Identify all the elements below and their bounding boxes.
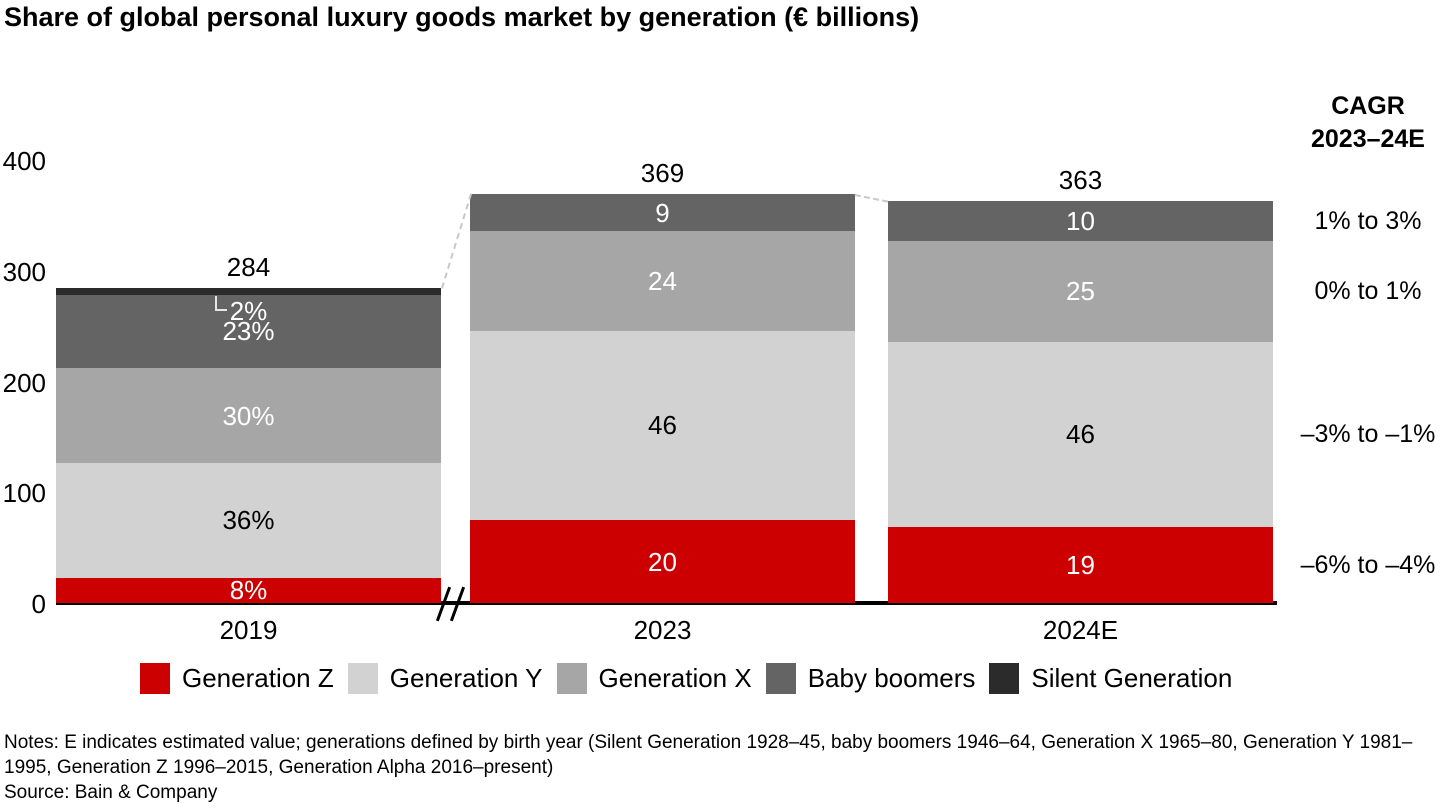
cagr-value-generation-z: –6% to –4% — [1300, 550, 1436, 579]
bar-total-2019: 284 — [226, 252, 271, 283]
segment-label-2023-generation-y: 46 — [648, 410, 677, 441]
segment-label-2024E-generation-y: 46 — [1066, 419, 1095, 450]
bar-top-connector — [854, 194, 888, 203]
footnotes: Notes: E indicates estimated value; gene… — [4, 730, 1434, 805]
y-axis-tick-200: 200 — [2, 367, 46, 398]
bar-total-2024E: 363 — [1058, 164, 1103, 195]
legend-swatch-generation-y — [347, 663, 378, 694]
legend-label-generation-y: Generation Y — [389, 663, 543, 693]
segment-label-2019-generation-y: 36% — [222, 505, 275, 536]
legend-label-baby-boomers: Baby boomers — [807, 663, 976, 693]
bar-segment-2019-generation-z — [56, 577, 441, 603]
segment-label-2023-generation-z: 20 — [648, 546, 677, 577]
legend-label-silent-generation: Silent Generation — [1031, 663, 1233, 693]
segment-label-2023-generation-x: 24 — [648, 266, 677, 297]
bar-segment-2019-silent-generation — [56, 288, 441, 295]
legend-item-generation-z: Generation Z — [140, 663, 334, 694]
legend-swatch-generation-z — [140, 663, 170, 694]
callout-elbow-2019-silent-generation — [214, 295, 227, 311]
cagr-header-line1: CAGR — [1331, 92, 1405, 120]
cagr-header: CAGR 2023–24E — [1280, 90, 1440, 156]
y-axis-tick-0: 0 — [31, 589, 46, 619]
segment-label-2023-baby-boomers: 9 — [655, 197, 670, 228]
notes-text: Notes: E indicates estimated value; gene… — [4, 732, 1413, 778]
legend-swatch-silent-generation — [989, 663, 1020, 694]
bar-segment-2023-generation-z — [470, 520, 855, 603]
bar-segment-2024E-generation-z — [888, 526, 1273, 603]
x-axis-label-2019: 2019 — [219, 615, 278, 645]
bar-segment-2019-generation-x — [56, 367, 441, 464]
bar-top-connector — [441, 194, 472, 290]
bar-segment-2019-baby-boomers — [56, 294, 441, 368]
bar-segment-2023-generation-y — [470, 330, 855, 521]
legend-item-generation-x: Generation X — [556, 663, 752, 694]
bar-segment-2023-generation-x — [470, 231, 855, 331]
y-axis-tick-100: 100 — [2, 478, 46, 509]
legend-item-baby-boomers: Baby boomers — [765, 663, 976, 694]
x-axis-label-2023: 2023 — [633, 615, 692, 645]
chart-title: Share of global personal luxury goods ma… — [4, 2, 920, 32]
legend-swatch-baby-boomers — [765, 663, 796, 694]
y-axis-tick-400: 400 — [2, 146, 46, 176]
source-text: Source: Bain & Company — [4, 782, 218, 803]
segment-label-2024E-generation-x: 25 — [1066, 276, 1095, 307]
segment-label-2024E-baby-boomers: 10 — [1066, 206, 1095, 237]
segment-label-2019-baby-boomers: 23% — [222, 316, 275, 347]
bar-segment-2023-baby-boomers — [470, 194, 855, 232]
cagr-value-baby-boomers: 1% to 3% — [1314, 207, 1422, 236]
x-axis-line — [56, 601, 1277, 605]
x-axis-label-2024E: 2024E — [1042, 615, 1119, 645]
y-axis-tick-300: 300 — [2, 256, 46, 287]
bar-segment-2024E-generation-y — [888, 341, 1273, 527]
segment-label-2019-silent-generation: 2% — [229, 295, 268, 326]
legend-item-generation-y: Generation Y — [347, 663, 543, 694]
legend-label-generation-z: Generation Z — [182, 663, 334, 693]
legend: Generation Z Generation Y Generation X Baby… — [140, 663, 1232, 694]
bar-segment-2024E-baby-boomers — [888, 200, 1273, 242]
bar-segment-2019-generation-y — [56, 463, 441, 578]
cagr-value-generation-y: –3% to –1% — [1300, 420, 1436, 449]
segment-label-2024E-generation-z: 19 — [1066, 549, 1095, 580]
legend-label-generation-x: Generation X — [598, 663, 752, 693]
legend-item-silent-generation: Silent Generation — [989, 663, 1232, 694]
segment-label-2019-generation-x: 30% — [222, 400, 275, 431]
bar-total-2023: 369 — [640, 158, 685, 189]
cagr-header-line2: 2023–24E — [1310, 125, 1425, 153]
cagr-value-generation-x: 0% to 1% — [1314, 277, 1422, 306]
bar-segment-2024E-generation-x — [888, 241, 1273, 342]
legend-swatch-generation-x — [556, 663, 587, 694]
segment-label-2019-generation-z: 8% — [229, 575, 268, 606]
